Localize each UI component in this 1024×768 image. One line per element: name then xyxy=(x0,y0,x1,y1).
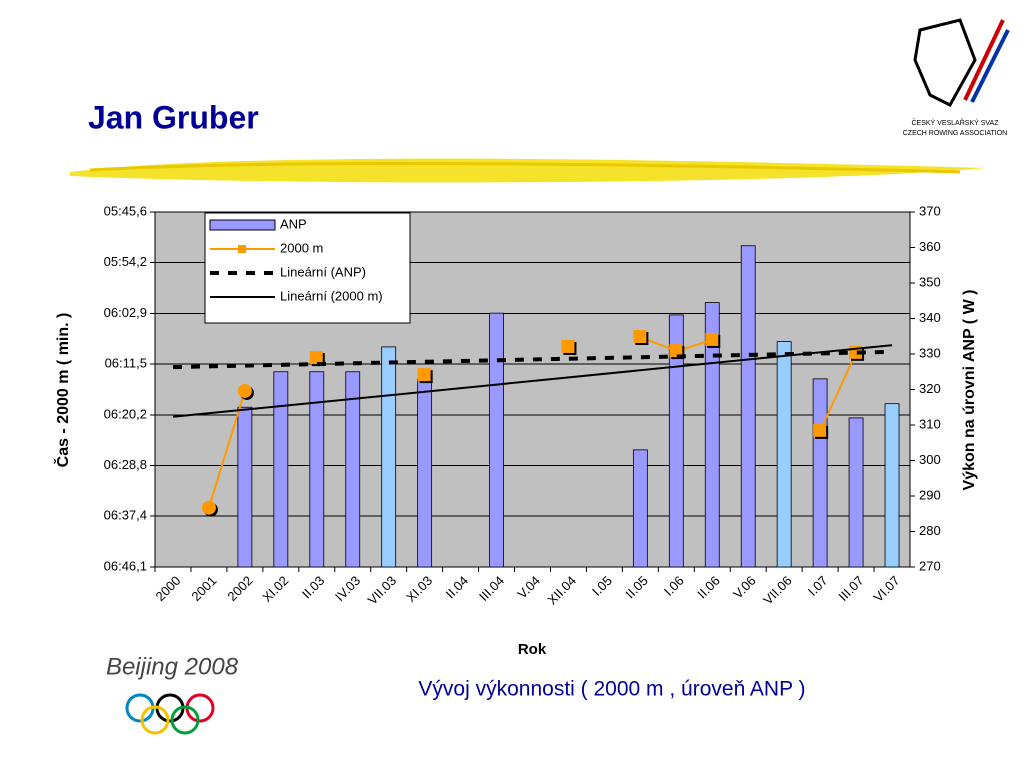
x-axis-label: Rok xyxy=(518,641,547,658)
y2-tick-label: 350 xyxy=(919,274,941,289)
y-axis-label: Čas - 2000 m ( min. ) xyxy=(53,313,72,468)
x-tick-label: V.06 xyxy=(730,573,759,602)
x-tick-label: XI.02 xyxy=(259,573,291,605)
x-tick-label: V.04 xyxy=(514,573,543,602)
x-tick-label: 2002 xyxy=(224,573,255,604)
lion-emblem xyxy=(913,18,977,107)
bar xyxy=(848,417,864,568)
legend-box xyxy=(204,212,411,324)
chart-title: Vývoj výkonnosti ( 2000 m , úroveň ANP ) xyxy=(418,678,805,701)
y2-tick-label: 340 xyxy=(919,310,941,325)
y-tick-label: 06:11,5 xyxy=(105,355,147,370)
legend-swatch xyxy=(238,245,246,253)
x-tick-label: XI.03 xyxy=(403,573,435,605)
trend-line xyxy=(172,344,893,418)
bar xyxy=(668,314,684,568)
x-tick-label: II.04 xyxy=(443,573,471,601)
x-tick-label: III.04 xyxy=(476,573,507,604)
bar xyxy=(381,346,397,568)
association-logo: ČESKÝ VESLAŘSKÝ SVAZ CZECH ROWING ASSOCI… xyxy=(903,18,1010,137)
bar xyxy=(704,302,720,568)
x-tick-label: III.07 xyxy=(836,573,867,604)
marker xyxy=(705,332,719,346)
brush-stroke-detail xyxy=(89,162,961,174)
x-tick-label: VII.03 xyxy=(365,573,400,608)
ring xyxy=(170,705,200,735)
bar xyxy=(237,406,253,568)
marker xyxy=(417,368,431,382)
bar xyxy=(632,449,648,568)
marker xyxy=(237,383,252,398)
y-tick-label: 06:46,1 xyxy=(104,558,147,573)
legend-label: Lineární (2000 m) xyxy=(280,288,383,303)
bar xyxy=(273,371,289,568)
slide-title: Jan Gruber xyxy=(88,99,259,135)
y-tick-label: 06:37,4 xyxy=(104,507,147,522)
bar xyxy=(776,341,792,568)
bar xyxy=(345,371,361,568)
x-tick-label: II.06 xyxy=(694,573,722,601)
x-tick-label: 2001 xyxy=(188,573,219,604)
marker xyxy=(669,344,683,358)
bar xyxy=(309,371,325,568)
y2-tick-label: 360 xyxy=(919,239,941,254)
bar xyxy=(740,245,756,568)
stripe-blue xyxy=(970,29,1010,103)
y2-tick-label: 370 xyxy=(919,203,941,218)
y2-tick-label: 270 xyxy=(919,558,941,573)
y-tick-label: 06:02,9 xyxy=(104,305,147,320)
y2-tick-label: 310 xyxy=(919,416,941,431)
y-tick-label: 05:45,6 xyxy=(104,203,147,218)
y2-tick-label: 330 xyxy=(919,345,941,360)
legend-label: ANP xyxy=(280,216,307,231)
y2-tick-label: 280 xyxy=(919,523,941,538)
legend-label: 2000 m xyxy=(280,240,323,255)
x-tick-label: VII.06 xyxy=(760,573,795,608)
marker xyxy=(813,423,827,437)
marker xyxy=(633,329,647,343)
trend-line xyxy=(172,349,893,370)
y2-tick-label: 290 xyxy=(919,487,941,502)
x-tick-label: VI.07 xyxy=(871,573,903,605)
bar xyxy=(489,312,504,568)
legend-swatch xyxy=(209,219,276,231)
x-tick-label: IV.03 xyxy=(332,573,363,604)
x-tick-label: II.03 xyxy=(299,573,327,601)
y-tick-label: 05:54,2 xyxy=(104,254,147,269)
association-name-en: CZECH ROWING ASSOCIATION xyxy=(903,130,1008,137)
y2-axis-label: Výkon na úrovni ANP ( W ) xyxy=(961,290,978,491)
y-tick-label: 06:28,8 xyxy=(104,457,147,472)
x-tick-label: I.07 xyxy=(805,573,831,599)
y2-tick-label: 320 xyxy=(919,381,941,396)
marker xyxy=(201,500,216,515)
bar xyxy=(417,378,433,568)
x-tick-label: I.06 xyxy=(661,573,687,599)
stripe-red xyxy=(963,19,1005,101)
x-tick-label: XII.04 xyxy=(544,573,579,608)
olympic-text: Beijing 2008 xyxy=(106,653,239,680)
legend-label: Lineární (ANP) xyxy=(280,264,366,279)
y-tick-label: 06:20,2 xyxy=(104,406,147,421)
marker xyxy=(561,339,575,353)
marker xyxy=(309,351,323,365)
y2-tick-label: 300 xyxy=(919,452,941,467)
x-tick-label: II.05 xyxy=(622,573,650,601)
x-tick-label: I.05 xyxy=(589,573,615,599)
bar xyxy=(812,378,828,568)
bar xyxy=(884,403,900,568)
data-line xyxy=(819,352,857,432)
x-tick-label: 2000 xyxy=(152,573,183,604)
ring xyxy=(140,705,170,735)
association-name: ČESKÝ VESLAŘSKÝ SVAZ xyxy=(911,118,999,127)
olympic-logo: Beijing 2008 xyxy=(106,653,239,735)
